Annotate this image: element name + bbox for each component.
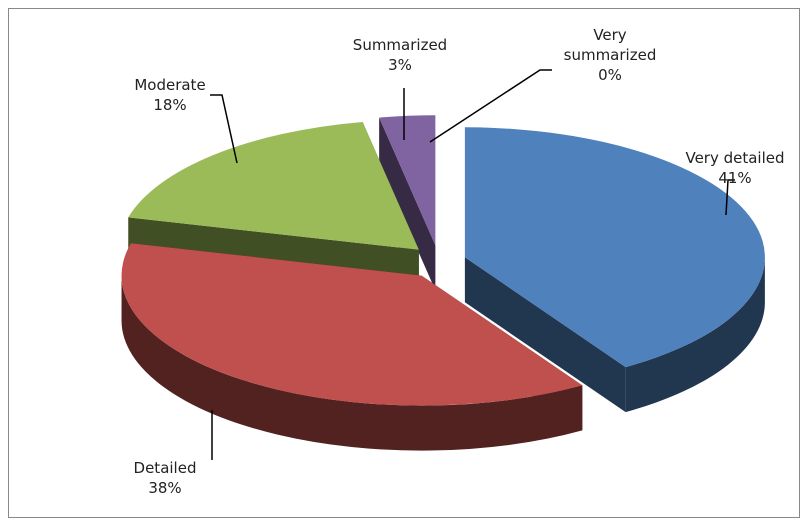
leader-line <box>210 94 238 164</box>
slice <box>121 243 583 406</box>
slice <box>464 127 765 368</box>
slice-label: Moderate 18% <box>110 75 230 115</box>
slice-label: Detailed 38% <box>110 458 220 498</box>
leader-lines <box>210 69 735 460</box>
value-label: 38% <box>148 479 182 497</box>
category-label: Detailed <box>133 459 197 477</box>
slice-wall <box>464 257 626 413</box>
slice <box>379 115 436 246</box>
value-label: 41% <box>718 169 752 187</box>
slice-label: Summarized 3% <box>340 35 460 75</box>
leader-line <box>429 69 552 143</box>
value-label: 3% <box>388 56 412 74</box>
slice-label: Very detailed 41% <box>660 148 809 188</box>
slice-side <box>625 257 765 413</box>
slice-label: Very summarized 0% <box>555 25 665 85</box>
slice-wall <box>379 117 436 291</box>
category-label: Summarized <box>352 36 448 54</box>
category-label: Very detailed <box>685 149 785 167</box>
slice-side <box>121 275 583 451</box>
value-label: 0% <box>598 66 622 84</box>
slices <box>121 115 765 451</box>
category-label: Very summarized <box>563 26 657 64</box>
value-label: 18% <box>153 96 187 114</box>
leader-line <box>725 179 735 216</box>
category-label: Moderate <box>134 76 206 94</box>
slice <box>128 122 419 250</box>
